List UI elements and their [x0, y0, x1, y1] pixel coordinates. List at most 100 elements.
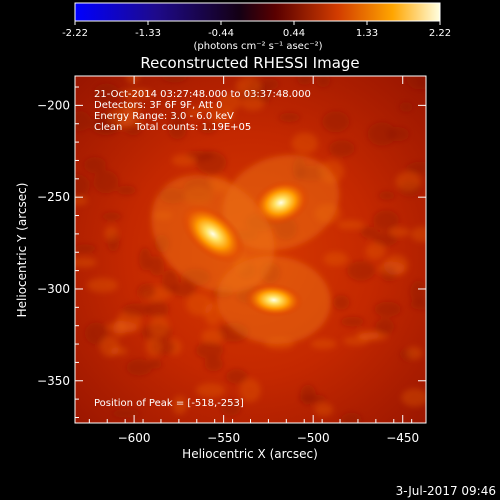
x-axis-label: Heliocentric X (arcsec)	[182, 447, 318, 461]
texture-blob	[95, 95, 114, 104]
texture-blob	[209, 108, 235, 124]
texture-blob	[377, 261, 405, 276]
texture-blob	[322, 110, 350, 133]
x-tick-label: −550	[207, 431, 240, 445]
texture-blob	[372, 209, 399, 231]
texture-blob	[365, 242, 386, 260]
texture-blob	[84, 322, 108, 345]
texture-blob	[389, 227, 410, 237]
texture-blob	[220, 399, 242, 417]
annotation-block: 21-Oct-2014 03:27:48.000 to 03:37:48.000…	[94, 89, 311, 133]
texture-blob	[126, 359, 153, 376]
texture-blob	[75, 257, 97, 268]
texture-blob	[75, 196, 88, 206]
texture-blob	[185, 293, 214, 316]
texture-blob	[161, 269, 179, 293]
texture-blob	[299, 394, 327, 403]
texture-blob	[204, 356, 224, 372]
colorbar-tick-label: -1.33	[135, 28, 161, 39]
texture-blob	[410, 226, 426, 243]
texture-blob	[149, 315, 170, 338]
texture-blob	[200, 103, 217, 112]
texture-blob	[93, 170, 119, 194]
texture-blob	[291, 132, 318, 155]
texture-blob	[111, 408, 141, 418]
texture-blob	[235, 76, 262, 96]
texture-blob	[171, 282, 197, 297]
colorbar: -2.22 -1.33 -0.44 0.44 1.33 2.22 (photons cm⁻…	[62, 2, 451, 52]
x-axis: −600 −550 −500 −450	[88, 76, 419, 445]
texture-blob	[161, 76, 188, 83]
date-stamp: 3-Jul-2017 09:46	[395, 484, 496, 498]
texture-blob	[117, 185, 136, 196]
texture-blob	[106, 320, 138, 334]
texture-blob	[340, 316, 365, 327]
y-tick-label: −350	[37, 374, 70, 388]
texture-blob	[239, 378, 261, 403]
colorbar-tick-label: 1.33	[356, 28, 378, 39]
texture-blob	[360, 226, 378, 239]
texture-blob	[195, 341, 224, 359]
texture-blob	[217, 92, 242, 112]
texture-blob	[375, 318, 395, 335]
colorbar-ticks: -2.22 -1.33 -0.44 0.44 1.33 2.22	[62, 21, 451, 39]
texture-blob	[373, 232, 398, 247]
texture-blob	[399, 101, 413, 113]
texture-blob	[225, 369, 248, 384]
texture-blob	[99, 335, 120, 357]
colorbar-tick-label: -0.44	[208, 28, 234, 39]
colorbar-units-label: (photons cm⁻² s⁻¹ asec⁻²)	[193, 41, 322, 52]
texture-blob	[240, 95, 265, 111]
texture-blob	[410, 280, 426, 304]
texture-blob	[145, 336, 162, 357]
annotation-detectors: Detectors: 3F 6F 9F, Att 0	[94, 100, 222, 111]
x-tick-label: −450	[386, 431, 419, 445]
peak-position-label: Position of Peak = [-518,-253]	[94, 398, 244, 409]
texture-blob	[333, 294, 350, 311]
texture-blob	[196, 151, 227, 175]
texture-blob	[125, 76, 140, 84]
annotation-energy-range: Energy Range: 3.0 - 6.0 keV	[94, 111, 234, 122]
texture-blob	[168, 120, 187, 140]
texture-blob	[186, 107, 203, 117]
flare-source	[251, 179, 311, 226]
texture-blob	[367, 122, 397, 146]
texture-blob	[343, 336, 370, 346]
texture-blob	[401, 388, 426, 407]
texture-blob	[145, 301, 170, 318]
y-tick-label: −250	[37, 190, 70, 204]
colorbar-tick-label: -2.22	[62, 28, 88, 39]
texture-blob	[83, 156, 107, 174]
texture-blob	[101, 212, 122, 221]
chart-title: Reconstructed RHESSI Image	[140, 54, 359, 72]
texture-blob	[316, 76, 331, 88]
x-tick-label: −500	[297, 431, 330, 445]
texture-blob	[406, 161, 426, 175]
texture-blob	[75, 111, 92, 132]
texture-blob	[378, 191, 396, 200]
texture-blob	[406, 76, 426, 90]
texture-blob	[199, 121, 217, 134]
texture-blob	[121, 88, 153, 99]
texture-blob	[340, 412, 363, 423]
x-tick-label: −600	[118, 431, 151, 445]
texture-blob	[195, 383, 226, 398]
colorbar-tick-label: 2.22	[429, 28, 451, 39]
texture-blob	[171, 154, 196, 166]
texture-blob	[278, 112, 301, 123]
colorbar-tick-label: 0.44	[283, 28, 305, 39]
texture-blob	[405, 346, 423, 360]
texture-blob	[395, 171, 421, 191]
y-axis-label: Heliocentric Y (arcsec)	[15, 183, 29, 318]
texture-blob	[86, 278, 119, 293]
texture-blob	[118, 118, 144, 127]
texture-blob	[122, 303, 151, 317]
texture-blob	[314, 403, 334, 417]
texture-blob	[296, 76, 313, 86]
y-tick-label: −200	[37, 98, 70, 112]
source-layer	[151, 154, 340, 345]
annotation-time-range: 21-Oct-2014 03:27:48.000 to 03:37:48.000	[94, 89, 311, 100]
texture-blob	[149, 359, 163, 369]
heatmap-image	[75, 76, 426, 423]
